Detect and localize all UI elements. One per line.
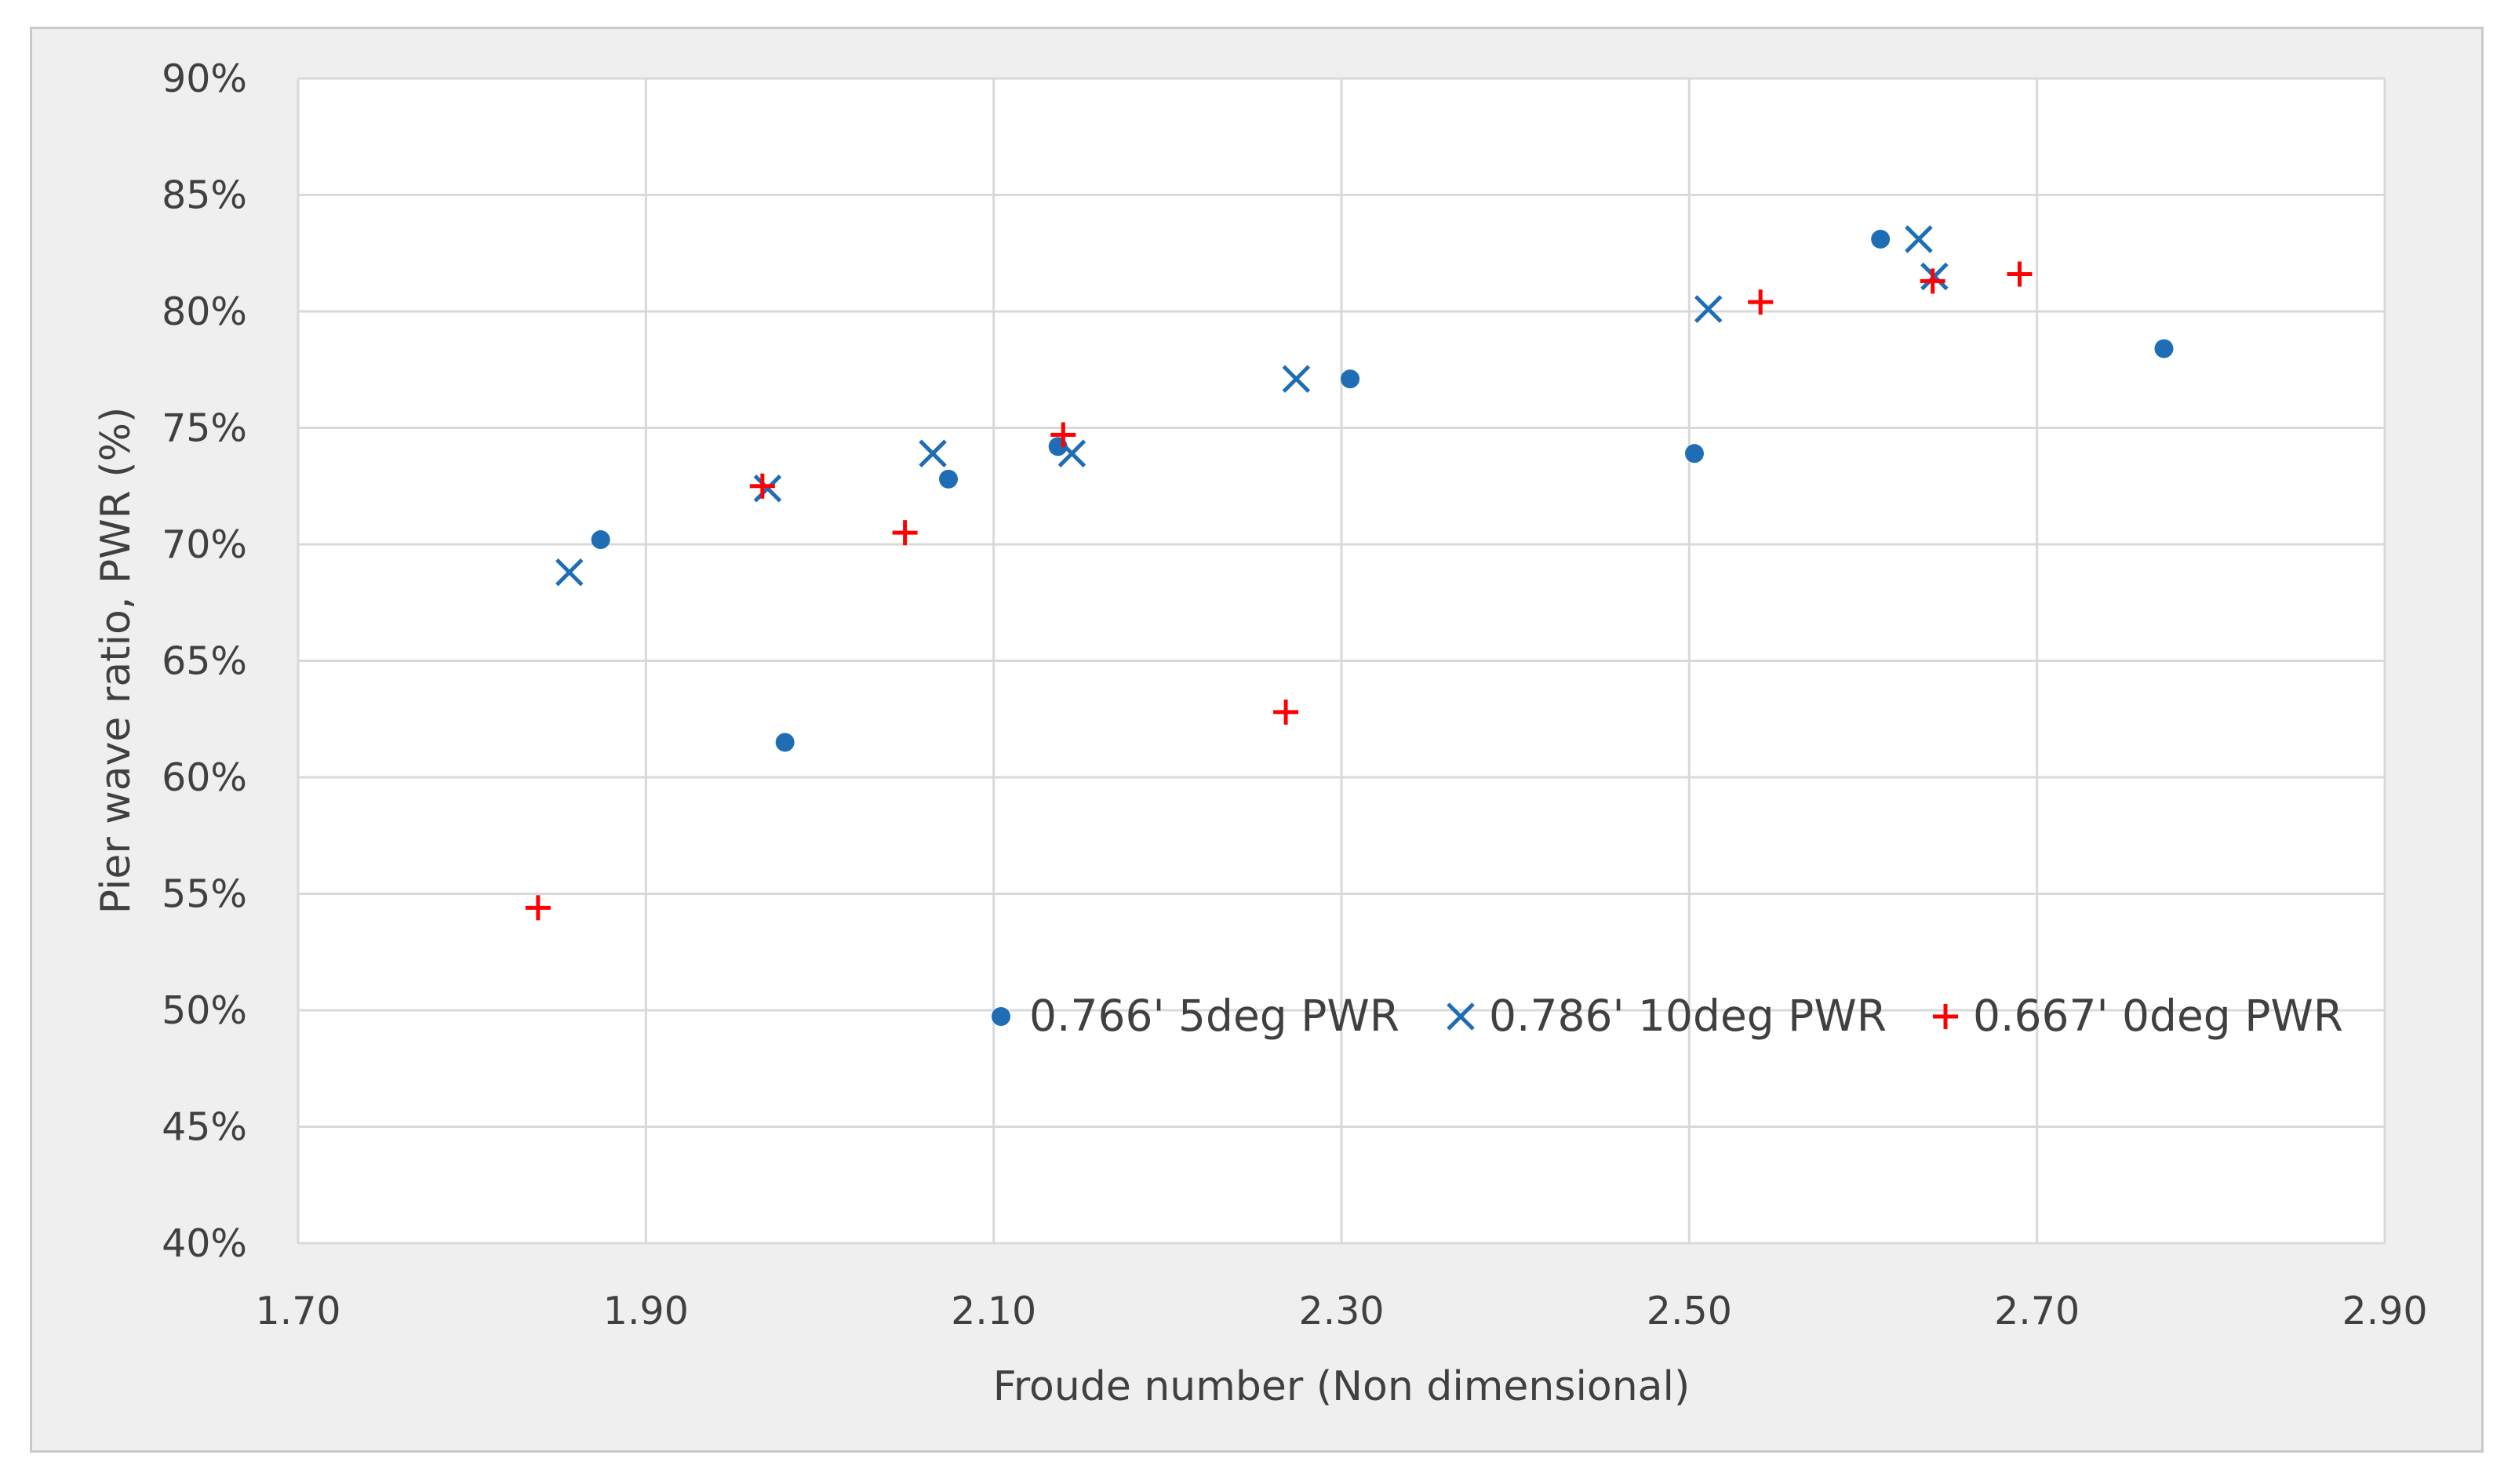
x-tick-label: 1.70: [255, 1289, 340, 1333]
data-point-x: [1905, 225, 1933, 253]
data-point-x: [555, 558, 584, 587]
data-point-plus: [1748, 289, 1774, 315]
y-axis-title: Pier wave ratio, PWR (%): [93, 407, 140, 915]
data-point-plus: [2007, 261, 2033, 287]
data-point-circle: [1684, 444, 1704, 464]
data-point-x: [919, 439, 947, 467]
data-point-x: [753, 474, 782, 503]
data-point-circle: [939, 469, 959, 489]
x-tick-label: 2.90: [2342, 1289, 2427, 1333]
data-point-circle: [2154, 339, 2174, 358]
y-tick-label: 85%: [162, 173, 247, 218]
data-point-plus: [1050, 422, 1076, 448]
legend-label-2: 0.786' 10deg PWR: [1489, 991, 1887, 1041]
legend-item-3: 0.667' 0deg PWR: [1933, 991, 2343, 1041]
data-point-x: [1282, 365, 1311, 393]
legend-item-1: 0.766' 5deg PWR: [992, 991, 1399, 1041]
y-tick-label: 40%: [162, 1221, 247, 1266]
legend-marker-x: [1447, 1002, 1475, 1031]
data-point-circle: [591, 530, 610, 550]
y-tick-label: 75%: [162, 406, 247, 451]
y-tick-label: 90%: [162, 56, 247, 101]
y-tick-label: 80%: [162, 289, 247, 334]
data-point-x: [1694, 295, 1723, 323]
legend-label-3: 0.667' 0deg PWR: [1973, 991, 2343, 1041]
y-tick-label: 55%: [162, 872, 247, 917]
x-tick-label: 2.50: [1647, 1289, 1732, 1333]
x-tick-label: 1.90: [603, 1289, 689, 1333]
x-tick-label: 2.10: [951, 1289, 1036, 1333]
y-tick-label: 60%: [162, 755, 247, 800]
legend-symbol: [1447, 1002, 1475, 1031]
data-point-plus: [1920, 268, 1945, 294]
x-axis-title: Froude number (Non dimensional): [993, 1363, 1691, 1410]
data-point-circle: [775, 733, 795, 752]
y-tick-label: 65%: [162, 639, 247, 684]
y-tick-label: 50%: [162, 988, 247, 1033]
data-point-plus: [1273, 699, 1299, 725]
legend-marker-circle: [992, 1007, 1010, 1026]
legend-item-2: 0.786' 10deg PWR: [1447, 991, 1887, 1041]
legend-symbol: [992, 1007, 1010, 1026]
data-point-circle: [1871, 229, 1891, 249]
point-layer: [525, 225, 2174, 921]
y-tick-label: 70%: [162, 522, 247, 567]
data-point-plus: [892, 520, 918, 546]
data-point-plus: [525, 895, 551, 921]
tick-layer: 40% 45% 50% 55% 60% 65% 70% 75% 80% 85% 90% 1.70 1.9…: [162, 56, 2427, 1333]
y-tick-label: 45%: [162, 1105, 247, 1150]
legend-symbol: [1933, 1004, 1958, 1029]
x-tick-label: 2.30: [1298, 1289, 1384, 1333]
data-point-plus: [749, 473, 775, 499]
grid-layer: [297, 77, 2386, 1245]
x-tick-label: 2.70: [1994, 1289, 2080, 1333]
legend: 0.766' 5deg PWR 0.786' 10deg PWR 0.667' …: [992, 991, 2343, 1041]
legend-marker-plus: [1933, 1004, 1958, 1029]
data-point-circle: [1341, 369, 1360, 389]
legend-label-1: 0.766' 5deg PWR: [1029, 991, 1399, 1041]
